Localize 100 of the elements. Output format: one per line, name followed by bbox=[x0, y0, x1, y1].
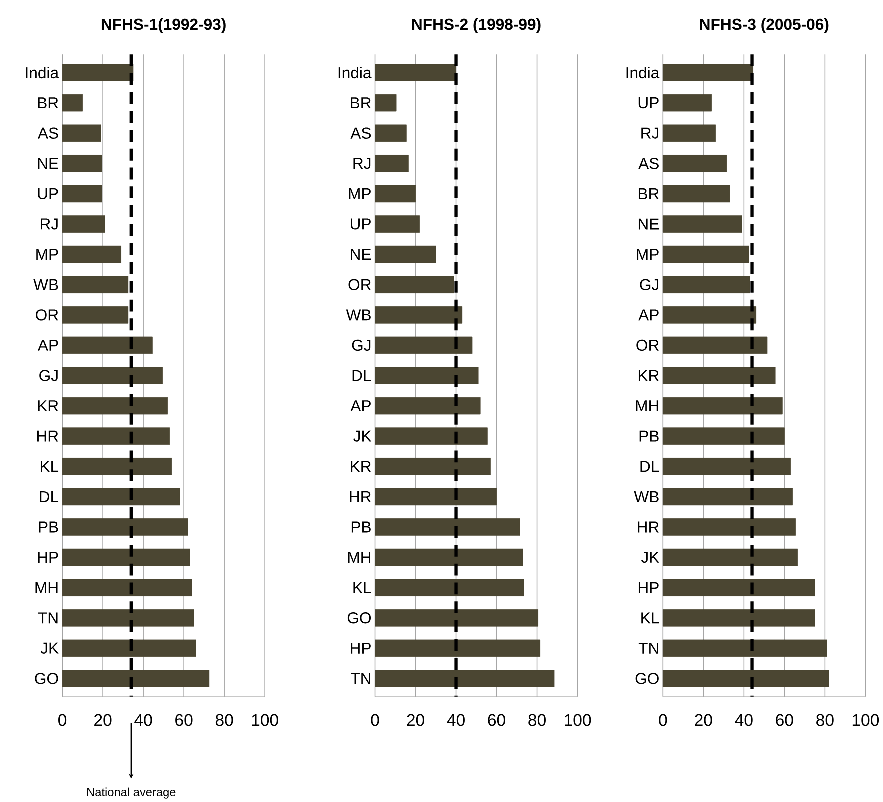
ref-line-label: National average bbox=[88, 788, 176, 799]
bar bbox=[375, 397, 481, 415]
bar bbox=[662, 185, 730, 203]
bar bbox=[62, 548, 190, 566]
y-tick-label: TN bbox=[38, 612, 58, 624]
y-tick-label: GO bbox=[636, 673, 659, 684]
bar bbox=[375, 185, 416, 203]
bar bbox=[662, 367, 776, 384]
y-tick-label: AS bbox=[350, 128, 372, 139]
bar bbox=[662, 518, 796, 536]
bar bbox=[375, 124, 407, 142]
y-tick-label: NE bbox=[638, 218, 659, 230]
bar bbox=[62, 640, 196, 658]
y-tick-label: MP bbox=[36, 249, 58, 260]
y-tick-label: KL bbox=[642, 612, 660, 624]
y-tick-label: RJ bbox=[642, 128, 658, 139]
y-tick-label: OR bbox=[636, 340, 659, 351]
y-tick-label: WB bbox=[634, 491, 659, 502]
bar bbox=[662, 216, 742, 233]
x-tick-label: 100 bbox=[565, 714, 592, 726]
y-tick-label: WB bbox=[346, 310, 371, 321]
x-tick-label: 20 bbox=[695, 714, 712, 726]
y-tick-label: KL bbox=[354, 582, 372, 594]
y-tick-label: MP bbox=[637, 249, 659, 260]
bar bbox=[62, 94, 83, 112]
y-tick-label: BR bbox=[638, 188, 659, 200]
bar bbox=[375, 306, 463, 324]
y-tick-label: GJ bbox=[40, 370, 58, 382]
x-tick-label: 60 bbox=[776, 714, 794, 726]
x-tick-label: 40 bbox=[134, 714, 152, 726]
y-tick-label: BR bbox=[351, 98, 372, 108]
bar bbox=[375, 367, 479, 384]
y-tick-label: JK bbox=[40, 642, 59, 654]
y-tick-label: HR bbox=[38, 430, 58, 442]
y-tick-label: DL bbox=[352, 370, 372, 382]
bar bbox=[62, 397, 168, 415]
x-tick-label: 0 bbox=[659, 714, 668, 726]
bar bbox=[662, 458, 791, 476]
y-tick-label: AS bbox=[638, 158, 659, 170]
bar bbox=[62, 306, 129, 324]
y-tick-label: BR bbox=[38, 98, 58, 108]
bar bbox=[375, 670, 555, 688]
bar bbox=[662, 397, 783, 415]
bar bbox=[375, 154, 409, 172]
y-tick-label: NE bbox=[38, 158, 58, 170]
bar bbox=[375, 640, 541, 658]
y-tick-label: JK bbox=[354, 430, 372, 442]
y-tick-label: TN bbox=[351, 673, 370, 684]
y-tick-label: HP bbox=[638, 582, 659, 594]
y-tick-label: GO bbox=[35, 673, 58, 684]
bar bbox=[375, 609, 538, 627]
x-tick-label: 40 bbox=[447, 714, 465, 726]
bar bbox=[662, 670, 830, 688]
bar bbox=[662, 124, 716, 142]
bar bbox=[62, 518, 188, 536]
bar bbox=[662, 64, 754, 82]
x-tick-label: 60 bbox=[176, 714, 193, 726]
y-tick-label: PB bbox=[39, 522, 58, 533]
y-tick-label: KR bbox=[38, 400, 58, 412]
y-tick-label: PB bbox=[640, 430, 659, 442]
bar bbox=[375, 276, 454, 294]
y-tick-label: DL bbox=[640, 461, 660, 472]
x-tick-label: 40 bbox=[735, 714, 753, 726]
bar bbox=[62, 336, 153, 354]
y-tick-label: PB bbox=[352, 522, 371, 533]
y-tick-label: HP bbox=[351, 642, 371, 654]
bar bbox=[375, 458, 491, 476]
y-tick-label: AP bbox=[38, 340, 58, 351]
y-tick-label: MH bbox=[36, 582, 58, 594]
x-tick-label: 60 bbox=[488, 714, 506, 726]
y-tick-label: India bbox=[626, 66, 660, 79]
chart-title: NFHS-3 (2005-06) bbox=[700, 18, 829, 34]
y-tick-label: GJ bbox=[640, 279, 658, 290]
y-tick-label: JK bbox=[641, 552, 660, 563]
bar bbox=[375, 94, 397, 112]
y-tick-label: HP bbox=[38, 552, 58, 563]
y-tick-label: MP bbox=[349, 188, 371, 200]
bar bbox=[662, 428, 785, 445]
bar bbox=[662, 94, 712, 112]
y-tick-label: MH bbox=[636, 400, 658, 412]
x-tick-label: 100 bbox=[252, 714, 278, 726]
bar bbox=[375, 488, 497, 506]
bar bbox=[662, 640, 828, 658]
y-tick-label: OR bbox=[348, 279, 372, 290]
y-tick-label: India bbox=[338, 66, 372, 79]
bar bbox=[62, 428, 170, 445]
x-tick-label: 0 bbox=[371, 714, 380, 726]
bar bbox=[375, 518, 520, 536]
bar bbox=[62, 64, 134, 82]
bar bbox=[662, 488, 793, 506]
x-tick-label: 80 bbox=[816, 714, 834, 726]
bar bbox=[375, 246, 436, 264]
y-tick-label: HR bbox=[638, 522, 659, 533]
x-tick-label: 80 bbox=[528, 714, 546, 726]
bar bbox=[62, 670, 210, 688]
bar bbox=[62, 154, 102, 172]
bar bbox=[375, 64, 456, 82]
y-tick-label: UP bbox=[38, 188, 58, 200]
bar bbox=[62, 124, 102, 142]
bar bbox=[62, 216, 106, 233]
